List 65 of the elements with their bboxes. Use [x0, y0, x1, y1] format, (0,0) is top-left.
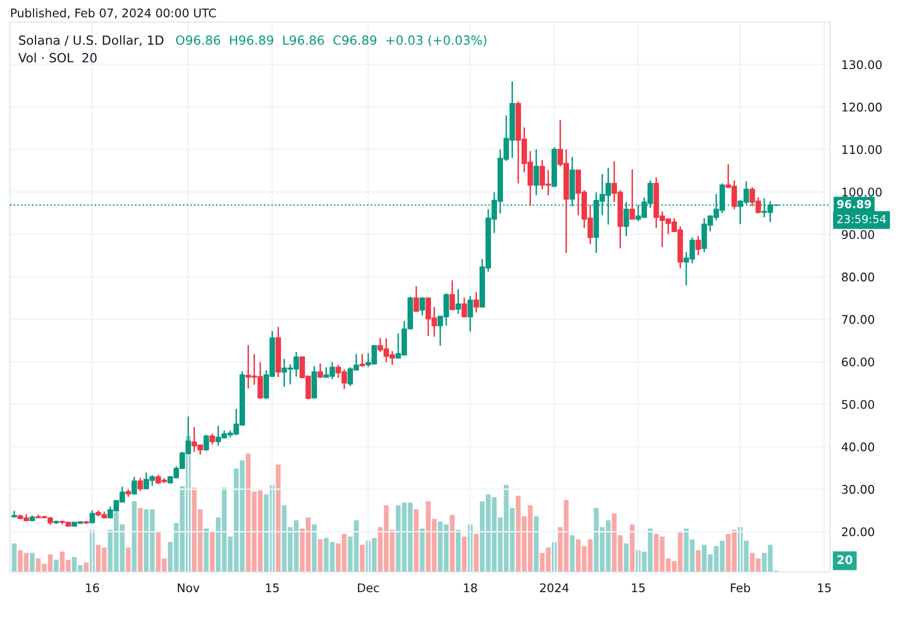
x-tick-label: 15	[818, 583, 831, 592]
annotation: Vol · SOL 20	[18, 52, 97, 62]
y-tick-label: 110.00	[842, 145, 882, 154]
candlestick	[474, 291, 479, 314]
y-tick-label: 100.00	[842, 188, 882, 197]
candlestick	[696, 235, 701, 256]
bar	[126, 547, 131, 572]
bar	[462, 536, 467, 572]
x-tick-label: Feb	[730, 583, 750, 592]
candlestick	[210, 433, 215, 446]
candlestick	[450, 280, 455, 311]
y-tick-label: 80.00	[842, 272, 874, 282]
bar	[630, 524, 635, 572]
bar	[12, 543, 17, 572]
bar	[414, 509, 419, 572]
text: O96.86 H96.89 L96.86 C96.89 +0.03 (+0.03%)	[176, 35, 486, 46]
x-tick-label: 2024	[540, 583, 569, 592]
bar	[570, 535, 575, 572]
candlestick	[630, 168, 635, 220]
y-tick-label: 20.00	[842, 527, 874, 536]
bar	[624, 543, 629, 572]
y-tick-label: 40.00	[842, 442, 874, 452]
text: Solana / U.S. Dollar, 1D	[19, 35, 164, 46]
candlestick	[534, 148, 539, 196]
x-tick-label: 18	[464, 583, 477, 592]
candlestick	[132, 476, 137, 495]
bar	[696, 550, 701, 572]
candlestick	[138, 477, 143, 492]
bar	[474, 534, 479, 572]
y-tick-label: 120.00	[842, 102, 882, 112]
candlestick	[90, 510, 95, 524]
text: 23:59:54	[837, 214, 886, 224]
text: Published, Feb 07, 2024 00:00 UTC	[11, 8, 216, 19]
bar	[360, 544, 365, 572]
candlestick	[360, 353, 365, 368]
y-tick-label: 90.00	[842, 230, 874, 240]
candlestick	[468, 295, 473, 332]
y-tick-label: 50.00	[842, 400, 874, 409]
bar	[318, 539, 323, 572]
bar	[312, 524, 317, 572]
x-tick-label: 15	[266, 583, 279, 592]
candlestick	[414, 285, 419, 312]
candlestick	[204, 434, 209, 452]
candlestick	[318, 362, 323, 379]
x-tick-label: Dec	[358, 583, 379, 592]
y-tick-label: 130.00	[842, 60, 882, 70]
candlestick	[420, 297, 425, 316]
y-tick-label: 30.00	[842, 484, 874, 494]
ref-line-label: 96.89	[837, 200, 871, 208]
bar	[276, 464, 281, 572]
bar	[210, 531, 215, 572]
candlestick	[456, 288, 461, 314]
x-tick-label: Nov	[178, 583, 200, 592]
text: 20	[837, 555, 852, 564]
bar	[30, 552, 35, 572]
x-tick-label: 15	[632, 583, 645, 592]
bar	[534, 516, 539, 572]
bar	[450, 514, 455, 572]
bar	[132, 501, 137, 572]
bar	[54, 560, 59, 572]
candlestick	[462, 296, 467, 318]
bar	[138, 508, 143, 572]
y-tick-label: 60.00	[842, 357, 874, 366]
y-tick-label: 70.00	[842, 315, 874, 324]
x-tick-label: 16	[86, 583, 100, 592]
